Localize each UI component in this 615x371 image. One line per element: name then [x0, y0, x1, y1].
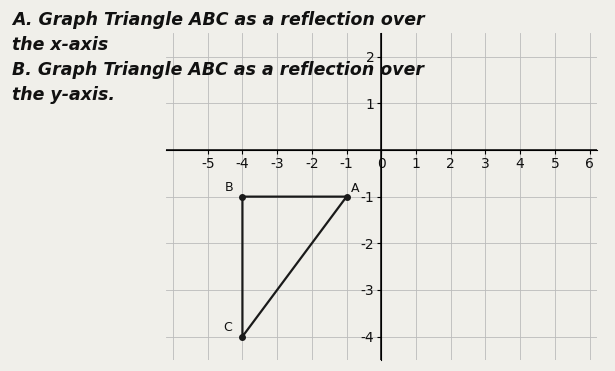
Text: A: A — [351, 182, 359, 195]
Text: A. Graph Triangle ABC as a reflection over
the x-axis
B. Graph Triangle ABC as a: A. Graph Triangle ABC as a reflection ov… — [12, 11, 425, 104]
Text: B: B — [225, 181, 234, 194]
Text: C: C — [223, 321, 232, 334]
